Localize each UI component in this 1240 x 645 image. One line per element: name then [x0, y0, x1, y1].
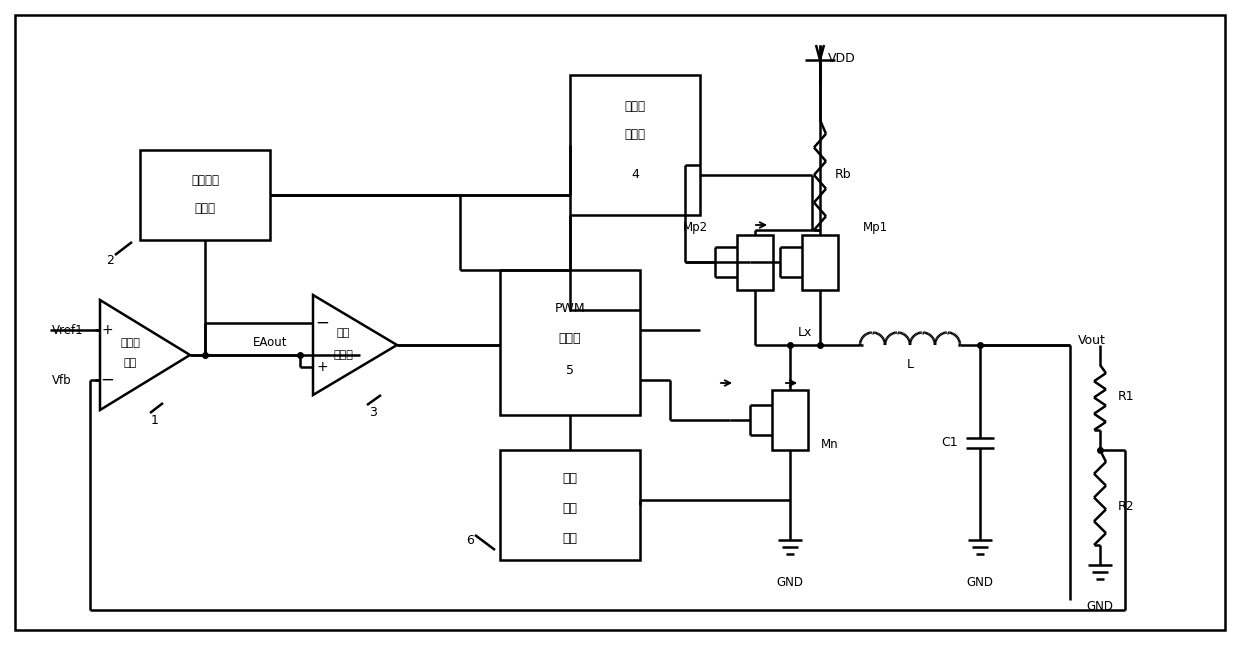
Text: 2: 2	[107, 253, 114, 266]
Text: Rb: Rb	[835, 168, 852, 181]
Text: 3: 3	[370, 406, 377, 419]
Text: EAout: EAout	[253, 337, 288, 350]
Text: GND: GND	[966, 575, 993, 588]
Text: R2: R2	[1118, 501, 1135, 513]
Text: L: L	[906, 359, 914, 372]
Text: Vout: Vout	[1078, 333, 1106, 346]
Bar	[802, 235, 838, 290]
Text: 过零: 过零	[563, 471, 578, 484]
Bar	[140, 150, 270, 240]
Text: 4: 4	[631, 168, 639, 181]
Text: Vref1: Vref1	[52, 324, 83, 337]
Bar	[500, 450, 640, 560]
Text: PWM: PWM	[554, 301, 585, 315]
Text: −: −	[100, 371, 114, 389]
Text: GND: GND	[776, 575, 804, 588]
Text: +: +	[316, 360, 327, 374]
Text: 偿单元: 偿单元	[625, 128, 646, 141]
Text: 检测: 检测	[563, 502, 578, 515]
Polygon shape	[312, 295, 397, 395]
Text: Vfb: Vfb	[52, 373, 72, 386]
Polygon shape	[100, 300, 190, 410]
Text: 6: 6	[466, 533, 474, 546]
Bar	[500, 270, 640, 415]
Text: C1: C1	[941, 435, 959, 448]
Bar	[773, 390, 808, 450]
Text: +: +	[102, 323, 113, 337]
Bar	[737, 235, 773, 290]
Text: −: −	[315, 314, 329, 332]
Text: 大器: 大器	[123, 358, 136, 368]
Text: 时钟信号: 时钟信号	[191, 174, 219, 186]
Text: GND: GND	[1086, 600, 1114, 613]
Text: 5: 5	[565, 364, 574, 377]
Text: Mp1: Mp1	[863, 221, 888, 233]
Text: Lx: Lx	[799, 326, 812, 339]
Text: Mp2: Mp2	[682, 221, 708, 233]
Text: 误差放: 误差放	[120, 338, 140, 348]
Text: 电路: 电路	[563, 531, 578, 544]
Text: 第二: 第二	[336, 328, 350, 338]
Text: VDD: VDD	[828, 52, 856, 64]
Text: 检测补: 检测补	[625, 101, 646, 114]
Text: Mn: Mn	[821, 439, 838, 451]
Text: 产生器: 产生器	[195, 201, 216, 215]
Text: 1: 1	[151, 413, 159, 426]
Bar	[570, 75, 701, 215]
Text: 控制器: 控制器	[559, 332, 582, 344]
Text: R1: R1	[1118, 390, 1135, 404]
Text: 比较器: 比较器	[334, 350, 353, 360]
